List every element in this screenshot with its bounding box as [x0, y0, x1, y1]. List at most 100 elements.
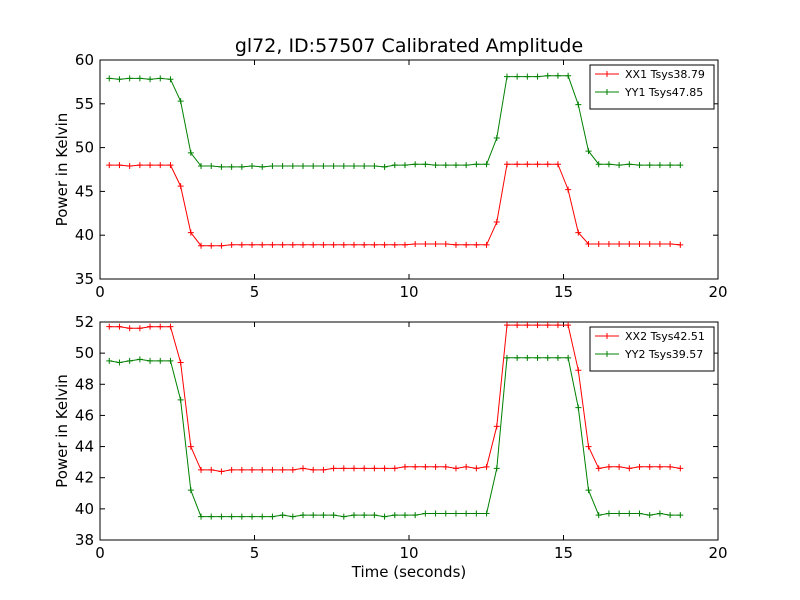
y-tick-label: 38 [75, 531, 94, 549]
y-tick-label: 50 [75, 344, 94, 362]
x-tick-label: 15 [554, 283, 573, 301]
x-tick-label: 0 [95, 544, 105, 562]
data-point-marker [493, 134, 500, 141]
data-point-marker [371, 465, 378, 472]
data-point-marker [646, 240, 653, 247]
data-point-marker [228, 513, 235, 520]
y-tick-label: 35 [75, 270, 94, 288]
data-point-marker [432, 463, 439, 470]
legend-label: YY1 Tsys47.85 [624, 86, 703, 99]
data-point-marker [605, 161, 612, 168]
data-point-marker [167, 76, 174, 83]
data-point-marker [350, 512, 357, 519]
data-point-marker [595, 161, 602, 168]
data-point-marker [463, 241, 470, 248]
data-point-marker [565, 354, 572, 361]
legend-label: YY2 Tsys39.57 [624, 348, 703, 361]
data-point-marker [157, 75, 164, 82]
data-point-marker [208, 162, 215, 169]
data-point-marker [677, 162, 684, 169]
data-point-marker [371, 512, 378, 519]
data-point-marker [554, 354, 561, 361]
data-point-marker [524, 73, 531, 80]
data-point-marker [350, 241, 357, 248]
data-point-marker [198, 162, 205, 169]
data-point-marker [575, 229, 582, 236]
data-point-marker [422, 510, 429, 517]
data-point-marker [401, 512, 408, 519]
data-point-marker [595, 465, 602, 472]
data-point-marker [116, 359, 123, 366]
data-point-marker [381, 465, 388, 472]
data-point-marker [473, 510, 480, 517]
data-point-marker [554, 161, 561, 168]
data-point-marker [269, 513, 276, 520]
data-point-marker [616, 463, 623, 470]
data-point-marker [626, 240, 633, 247]
data-point-marker [544, 72, 551, 79]
legend-frame [589, 64, 715, 110]
data-point-marker [208, 466, 215, 473]
data-point-marker [279, 162, 286, 169]
data-point-marker [391, 162, 398, 169]
y-tick-label: 55 [75, 95, 94, 113]
data-point-marker [126, 325, 133, 332]
figure-title: gl72, ID:57507 Calibrated Amplitude [235, 35, 583, 57]
data-point-marker [483, 241, 490, 248]
y-tick-label: 50 [75, 139, 94, 157]
data-point-marker [177, 359, 184, 366]
data-point-marker [136, 325, 143, 332]
data-point-marker [667, 463, 674, 470]
x-tick-label: 10 [399, 544, 418, 562]
data-point-marker [310, 466, 317, 473]
data-point-marker [503, 354, 510, 361]
data-point-marker [391, 465, 398, 472]
data-point-marker [147, 357, 154, 364]
data-point-marker [636, 510, 643, 517]
data-point-marker [167, 323, 174, 330]
data-point-marker [310, 162, 317, 169]
data-point-marker [238, 466, 245, 473]
data-point-marker [228, 241, 235, 248]
data-point-marker [350, 162, 357, 169]
data-point-marker [422, 463, 429, 470]
legend-marker [604, 333, 610, 339]
subplot-bottom: 0 5 10 15 20 38 40 42 44 46 48 50 52 Power in Kelvin X… [53, 313, 728, 562]
data-point-marker [381, 241, 388, 248]
data-point-marker [269, 162, 276, 169]
data-point-marker [514, 322, 521, 329]
data-point-marker [544, 354, 551, 361]
data-point-marker [503, 322, 510, 329]
data-point-marker [218, 242, 225, 249]
data-point-marker [493, 465, 500, 472]
data-point-marker [340, 513, 347, 520]
data-point-marker [544, 161, 551, 168]
data-point-marker [391, 241, 398, 248]
data-point-marker [503, 161, 510, 168]
data-point-marker [677, 465, 684, 472]
data-point-marker [361, 465, 368, 472]
data-point-marker [106, 75, 113, 82]
data-point-marker [585, 240, 592, 247]
data-point-marker [452, 241, 459, 248]
data-point-marker [300, 241, 307, 248]
data-point-marker [656, 162, 663, 169]
data-point-marker [310, 241, 317, 248]
data-point-marker [646, 162, 653, 169]
data-point-marker [320, 162, 327, 169]
data-point-marker [626, 510, 633, 517]
data-point-marker [636, 240, 643, 247]
data-point-marker [503, 73, 510, 80]
legend-label: XX2 Tsys42.51 [625, 330, 705, 343]
data-point-marker [656, 463, 663, 470]
data-point-marker [310, 512, 317, 519]
x-tick-label: 15 [554, 544, 573, 562]
data-point-marker [432, 240, 439, 247]
data-point-marker [187, 443, 194, 450]
data-point-marker [565, 72, 572, 79]
data-point-marker [147, 76, 154, 83]
y-axis-label: Power in Kelvin [53, 113, 71, 227]
data-point-marker [126, 357, 133, 364]
data-point-marker [126, 75, 133, 82]
data-point-marker [401, 162, 408, 169]
